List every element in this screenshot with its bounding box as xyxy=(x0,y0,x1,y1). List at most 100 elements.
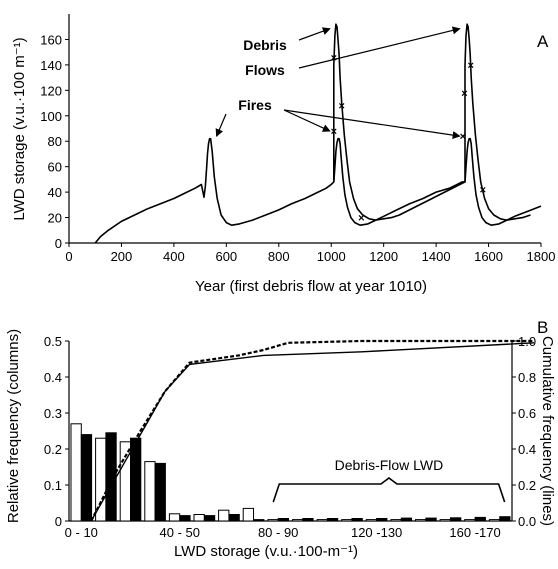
panel-a-y-tick-label: 160 xyxy=(40,32,62,47)
filled-bar xyxy=(474,516,486,522)
panel-a-y-tick-label: 120 xyxy=(40,83,62,98)
panel-a: A 0 200 400 600 800 1000 1200 1400 1600 1800 0 20 40… xyxy=(11,14,555,295)
open-bar xyxy=(439,519,451,522)
panel-b-x-tick-label: 120 -130 xyxy=(351,525,402,540)
panel-b-y2-tick-label: 0.0 xyxy=(518,514,536,529)
panel-a-y-tick-label: 80 xyxy=(48,134,62,149)
panel-a-x-tick-label: 1000 xyxy=(317,249,346,264)
fires-arrow xyxy=(283,109,331,132)
open-bar xyxy=(267,519,279,522)
panel-a-x-tick-label: 800 xyxy=(268,249,290,264)
panel-a-x-marker: × xyxy=(331,126,337,138)
filled-bar xyxy=(179,515,191,522)
panel-b: B 0 0.1 0.2 0.3 0.4 0.5 0.0 0.2 0.4 0.6 0.8 1.0 0 - … xyxy=(5,318,556,560)
panel-a-series xyxy=(94,23,542,244)
debris-flows-label: Debris xyxy=(243,37,287,53)
panel-b-y2-tick-label: 0.8 xyxy=(518,370,536,385)
filled-bar xyxy=(450,517,462,522)
panel-a-x-tick-label: 400 xyxy=(163,249,185,264)
open-bar xyxy=(365,519,378,522)
panel-a-x-tick-label: 1600 xyxy=(474,249,503,264)
panel-a-y-tick-label: 60 xyxy=(48,160,62,175)
panel-a-x-title: Year (first debris flow at year 1010) xyxy=(195,278,427,295)
panel-a-x-marker: × xyxy=(338,101,344,113)
fires-arrow xyxy=(215,113,227,138)
panel-a-x-marker: × xyxy=(480,185,486,197)
panel-b-y2-tick-label: 0.6 xyxy=(518,406,536,421)
filled-bar xyxy=(351,518,363,522)
open-bar xyxy=(390,519,402,522)
panel-b-axes: 0 0.1 0.2 0.3 0.4 0.5 0.0 0.2 0.4 0.6 0.8 1.0 0 - 10… xyxy=(44,334,536,540)
panel-a-x-marker: × xyxy=(331,52,337,64)
panel-a-y-tick-label: 140 xyxy=(40,58,62,73)
panel-a-annotations: Debris Flows Fires xyxy=(215,26,461,140)
open-bar xyxy=(218,509,230,522)
filled-bar xyxy=(228,514,240,522)
open-bar xyxy=(70,423,82,522)
panel-b-x-tick-label: 0 - 10 xyxy=(65,525,98,540)
panel-a-x-tick-label: 0 xyxy=(65,249,72,264)
panel-b-y-tick-label: 0.5 xyxy=(44,334,62,349)
panel-a-series-line-2 xyxy=(333,23,531,221)
open-bar xyxy=(488,519,501,522)
panel-a-letter: A xyxy=(537,32,549,51)
panel-b-y2-tick-label: 0.4 xyxy=(518,442,536,457)
panel-a-series-line-1 xyxy=(94,137,542,244)
panel-b-x-title: LWD storage (v.u.·100-m⁻¹) xyxy=(174,543,358,560)
panel-b-annotation: Debris-Flow LWD xyxy=(272,457,506,503)
panel-a-y-tick-label: 40 xyxy=(48,185,62,200)
cumulative-line-dashed xyxy=(90,339,535,522)
panel-a-x-marker: × xyxy=(358,213,364,225)
open-bar xyxy=(292,519,304,522)
filled-bar xyxy=(277,518,290,522)
filled-bar xyxy=(400,517,413,522)
panel-a-y-tick-label: 0 xyxy=(55,236,62,251)
filled-bar xyxy=(326,518,339,522)
debris-flows-arrow xyxy=(298,27,331,41)
filled-bar xyxy=(302,518,314,522)
panel-b-y-tick-label: 0 xyxy=(55,514,62,529)
panel-b-y-tick-label: 0.3 xyxy=(44,406,62,421)
open-bar xyxy=(144,461,156,522)
open-bar xyxy=(193,514,205,522)
panel-a-x-marker: × xyxy=(468,60,474,72)
fires-label: Fires xyxy=(238,97,272,113)
panel-b-cumulative-lines xyxy=(90,339,535,522)
open-bar xyxy=(341,519,353,522)
panel-a-markers: × × × × × × × × xyxy=(331,52,486,224)
filled-bar xyxy=(203,515,216,522)
panel-a-y-tick-label: 20 xyxy=(48,211,62,226)
panel-b-bars xyxy=(70,423,511,522)
panel-b-x-tick-label: 80 - 90 xyxy=(258,525,298,540)
filled-bar xyxy=(376,518,388,522)
panel-a-x-tick-label: 600 xyxy=(215,249,237,264)
panel-a-x-marker: × xyxy=(460,131,466,143)
panel-a-x-tick-label: 1800 xyxy=(527,249,556,264)
filled-bar xyxy=(253,519,265,522)
panel-a-x-tick-label: 200 xyxy=(111,249,133,264)
panel-b-y-title: Relative frequency (columns) xyxy=(5,329,22,523)
debris-flows-arrow xyxy=(298,26,461,69)
panel-b-y2-tick-label: 1.0 xyxy=(518,334,536,349)
panel-b-y2-tick-label: 0.2 xyxy=(518,478,536,493)
debris-flows-label-line-2: Flows xyxy=(245,62,285,78)
filled-bar xyxy=(130,437,142,522)
panel-b-y-tick-label: 0.1 xyxy=(44,478,62,493)
panel-a-x-tick-label: 1400 xyxy=(422,249,451,264)
fires-arrow xyxy=(283,109,461,140)
cumulative-line-solid xyxy=(90,342,535,522)
panel-b-x-tick-label: 40 - 50 xyxy=(160,525,200,540)
panel-a-y-tick-label: 100 xyxy=(40,109,62,124)
panel-a-axes: 0 200 400 600 800 1000 1200 1400 1600 1800 0 20 40 60… xyxy=(40,14,555,264)
panel-b-y-tick-label: 0.2 xyxy=(44,442,62,457)
debris-flow-lwd-bracket xyxy=(272,477,506,503)
panel-b-letter: B xyxy=(537,318,548,337)
filled-bar xyxy=(154,462,166,522)
filled-bar xyxy=(499,516,511,522)
open-bar xyxy=(316,519,328,522)
open-bar xyxy=(168,513,181,522)
panel-b-y-tick-label: 0.4 xyxy=(44,370,62,385)
panel-b-y2-title: Cumulative frequency (lines) xyxy=(539,336,556,526)
filled-bar xyxy=(425,517,437,522)
